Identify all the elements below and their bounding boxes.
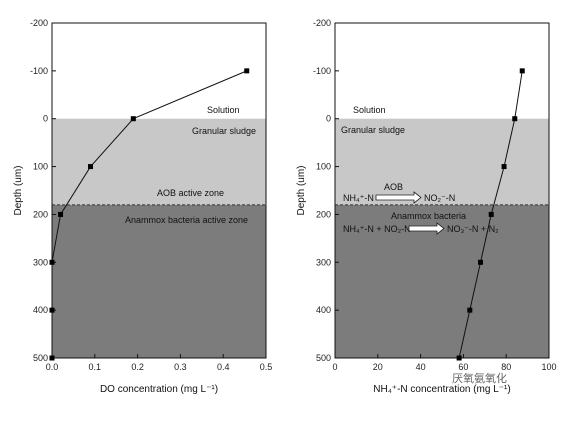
nh4-data-point: [488, 211, 494, 217]
do-aob-zone-label: AOB active zone: [157, 188, 224, 198]
nh4-y-tick-label: 0: [326, 114, 331, 124]
do-y-tick-label: -200: [30, 18, 48, 28]
do-y-tick-label: 100: [33, 162, 48, 172]
do-data-point: [49, 355, 55, 361]
nh4-x-axis-label: NH₄⁺-N concentration (mg L⁻¹): [373, 384, 510, 395]
do-plot-frame: [51, 22, 267, 359]
do-data-point: [49, 259, 55, 265]
do-x-tick-label: 0.4: [217, 362, 230, 372]
do-x-tick-label: 0.0: [46, 362, 59, 372]
do-y-tick-label: -100: [30, 66, 48, 76]
do-x-tick-label: 0.1: [89, 362, 102, 372]
nh4-x-tick-label: 0: [332, 362, 337, 372]
nh4-x-tick-label: 60: [458, 362, 468, 372]
nh4-y-tick-label: 200: [316, 209, 331, 219]
nh4-y-tick-label: 300: [316, 257, 331, 267]
do-anammox-zone: [52, 204, 266, 358]
aob-arrow-label: AOB: [384, 182, 403, 192]
do-x-axis-label: DO concentration (mg L⁻¹): [100, 384, 218, 395]
nh4-x-tick-label: 100: [541, 362, 556, 372]
nh4-y-tick-label: -100: [313, 66, 331, 76]
nh4-y-axis-label: Depth (um): [296, 165, 307, 215]
anammox-products: NO₃⁻-N + N₂: [447, 224, 499, 234]
aob-reactant: NH₄⁺-N: [343, 193, 374, 203]
nh4-y-tick-label: 400: [316, 305, 331, 315]
nh4-x-tick-label: 20: [373, 362, 383, 372]
nh4-anammox-label: Anammox bacteria: [391, 211, 466, 221]
anammox-reactants: NH₄⁺-N + NO₂-N: [343, 224, 411, 234]
do-granular-zone: [52, 118, 266, 205]
aob-product: NO₂⁻-N: [424, 193, 455, 203]
do-y-tick-label: 400: [33, 305, 48, 315]
nh4-data-point: [501, 164, 507, 170]
anammox-reaction-arrow: [408, 222, 445, 235]
do-x-tick-label: 0.3: [174, 362, 187, 372]
nh4-data-point: [456, 355, 462, 361]
nh4-data-point: [467, 307, 473, 313]
nh4-solution-label: Solution: [353, 105, 386, 115]
do-data-point: [130, 116, 136, 122]
do-data-point: [88, 164, 94, 170]
do-data-point: [58, 211, 64, 217]
do-y-tick-label: 300: [33, 257, 48, 267]
do-data-point: [49, 307, 55, 313]
nh4-data-point: [519, 68, 525, 74]
nh4-granular-zone: [335, 118, 549, 205]
watermark: 厌氧氨氧化: [452, 372, 507, 385]
nh4-granular-label: Granular sludge: [341, 125, 405, 135]
aob-reaction-arrow: [375, 191, 422, 204]
nh4-x-tick-label: 40: [416, 362, 426, 372]
do-anammox-zone-label: Anammox bacteria active zone: [125, 215, 248, 225]
nh4-x-tick-label: 80: [501, 362, 511, 372]
do-data-point: [244, 68, 250, 74]
do-granular-label: Granular sludge: [192, 126, 256, 136]
nh4-data-point: [512, 116, 518, 122]
do-solution-label: Solution: [207, 105, 240, 115]
nh4-y-tick-label: -200: [313, 18, 331, 28]
nh4-plot-frame: [334, 22, 550, 359]
do-x-tick-label: 0.2: [131, 362, 144, 372]
nh4-y-tick-label: 500: [316, 353, 331, 363]
do-y-axis-label: Depth (um): [13, 165, 24, 215]
nh4-data-point: [478, 259, 484, 265]
do-y-tick-label: 200: [33, 209, 48, 219]
do-y-tick-label: 0: [43, 114, 48, 124]
do-x-tick-label: 0.5: [260, 362, 273, 372]
nh4-y-tick-label: 100: [316, 162, 331, 172]
do-y-tick-label: 500: [33, 353, 48, 363]
